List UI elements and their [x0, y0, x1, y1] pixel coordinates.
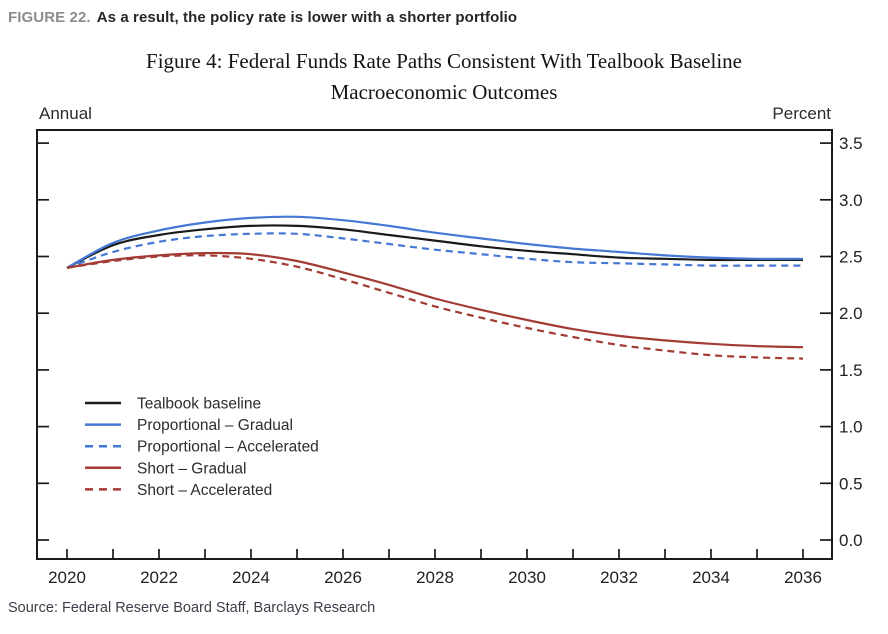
annual-axis-label: Annual — [39, 104, 92, 123]
source-note: Source: Federal Reserve Board Staff, Bar… — [8, 600, 376, 616]
y-tick-label: 2.0 — [839, 304, 863, 323]
figure-heading: As a result, the policy rate is lower wi… — [96, 9, 518, 26]
figure-header: FIGURE 22. As a result, the policy rate i… — [8, 9, 517, 26]
x-tick-label: 2022 — [140, 568, 178, 587]
legend-label: Proportional – Accelerated — [137, 439, 319, 456]
x-tick-label: 2032 — [600, 568, 638, 587]
legend-label: Short – Accelerated — [137, 482, 272, 499]
percent-axis-label: Percent — [772, 104, 831, 123]
legend: Tealbook baseline Proportional – Gradual P… — [85, 396, 319, 499]
chart-title-line-1: Figure 4: Federal Funds Rate Paths Consi… — [146, 49, 742, 73]
x-tick-label: 2034 — [692, 568, 730, 587]
legend-label: Tealbook baseline — [137, 396, 261, 413]
series-line-proportional-accelerated — [66, 232, 803, 269]
y-tick-label: 3.0 — [839, 191, 863, 210]
x-tick-label: 2030 — [508, 568, 546, 587]
y-tick-label: 1.5 — [839, 361, 863, 380]
x-tick-label: 2028 — [416, 568, 454, 587]
x-tick-label: 2036 — [784, 568, 822, 587]
y-tick-label: 0.5 — [839, 474, 863, 493]
figure-label: FIGURE 22. — [8, 9, 91, 26]
y-tick-label: 0.0 — [839, 531, 863, 550]
legend-label: Proportional – Gradual — [137, 417, 293, 434]
series-line-proportional-gradual — [66, 215, 804, 269]
chart-title-line-2: Macroeconomic Outcomes — [330, 80, 558, 104]
plot-border — [36, 129, 833, 560]
x-tick-label: 2026 — [324, 568, 362, 587]
series-line-tealbook-baseline — [66, 224, 803, 269]
legend-label: Short – Gradual — [137, 460, 246, 477]
y-tick-label: 3.5 — [839, 134, 863, 153]
y-tick-label: 2.5 — [839, 248, 863, 267]
series-line-short-accelerated — [66, 254, 804, 360]
chart-title: Figure 4: Federal Funds Rate Paths Consi… — [0, 46, 888, 108]
x-tick-label: 2020 — [48, 568, 86, 587]
series-line-short-gradual — [66, 251, 804, 349]
y-tick-label: 1.0 — [839, 418, 863, 437]
x-tick-label: 2024 — [232, 568, 270, 587]
